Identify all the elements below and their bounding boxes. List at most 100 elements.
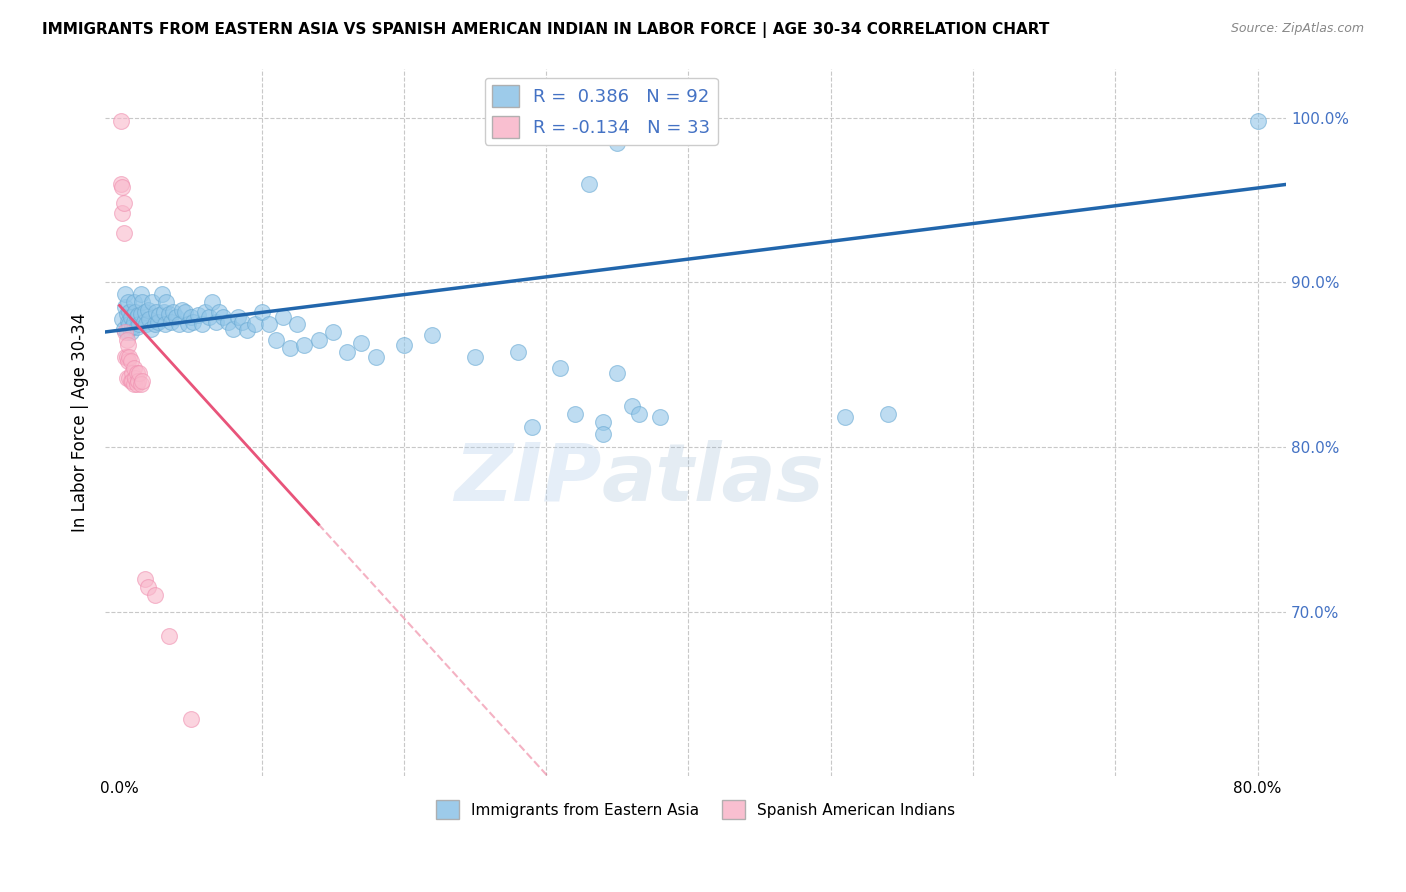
Point <box>173 305 195 319</box>
Point <box>112 321 135 335</box>
Point <box>118 317 141 331</box>
Point <box>120 374 142 388</box>
Point <box>292 338 315 352</box>
Point <box>152 305 174 319</box>
Point <box>145 305 167 319</box>
Point <box>141 295 163 310</box>
Point <box>128 366 150 380</box>
Point <box>139 321 162 335</box>
Point <box>121 374 143 388</box>
Point <box>155 295 177 310</box>
Point <box>131 295 153 310</box>
Point <box>464 350 486 364</box>
Point <box>111 206 134 220</box>
Point <box>834 410 856 425</box>
Point <box>136 303 159 318</box>
Point <box>143 588 166 602</box>
Point <box>125 310 148 324</box>
Point <box>115 325 138 339</box>
Point <box>153 317 176 331</box>
Point <box>135 317 157 331</box>
Point <box>187 309 209 323</box>
Point <box>129 377 152 392</box>
Point <box>120 325 142 339</box>
Point <box>170 303 193 318</box>
Point <box>350 336 373 351</box>
Point <box>112 196 135 211</box>
Point <box>117 354 139 368</box>
Point <box>148 309 170 323</box>
Point <box>111 311 134 326</box>
Point <box>285 317 308 331</box>
Y-axis label: In Labor Force | Age 30-34: In Labor Force | Age 30-34 <box>72 313 89 532</box>
Point <box>114 350 136 364</box>
Point <box>336 344 359 359</box>
Point <box>127 309 149 323</box>
Point <box>648 410 671 425</box>
Point <box>620 399 643 413</box>
Point <box>167 317 190 331</box>
Point <box>308 333 330 347</box>
Point <box>117 295 139 310</box>
Point <box>322 325 344 339</box>
Point <box>114 300 136 314</box>
Point <box>392 338 415 352</box>
Point <box>606 136 628 150</box>
Point <box>564 407 586 421</box>
Point <box>122 361 145 376</box>
Point <box>138 311 160 326</box>
Point <box>131 374 153 388</box>
Point <box>1246 114 1268 128</box>
Point <box>226 310 249 324</box>
Point <box>165 310 187 324</box>
Point <box>217 315 239 329</box>
Point <box>592 426 614 441</box>
Point <box>115 307 138 321</box>
Point <box>876 407 898 421</box>
Point <box>122 295 145 310</box>
Point <box>122 377 145 392</box>
Point <box>125 377 148 392</box>
Point <box>177 317 200 331</box>
Point <box>520 420 543 434</box>
Point <box>212 310 235 324</box>
Point <box>159 315 181 329</box>
Point <box>180 310 202 324</box>
Text: Source: ZipAtlas.com: Source: ZipAtlas.com <box>1230 22 1364 36</box>
Point <box>129 287 152 301</box>
Point <box>422 328 444 343</box>
Point <box>117 315 139 329</box>
Point <box>132 315 155 329</box>
Point <box>112 226 135 240</box>
Point <box>125 366 148 380</box>
Point <box>118 350 141 364</box>
Point <box>191 317 214 331</box>
Point <box>120 354 142 368</box>
Point <box>114 287 136 301</box>
Point <box>180 712 202 726</box>
Point <box>162 305 184 319</box>
Point <box>143 317 166 331</box>
Text: ZIP: ZIP <box>454 440 602 518</box>
Point <box>115 350 138 364</box>
Point <box>236 323 259 337</box>
Point <box>205 315 228 329</box>
Point <box>115 371 138 385</box>
Point <box>118 305 141 319</box>
Point <box>506 344 529 359</box>
Point <box>157 629 180 643</box>
Point <box>271 310 294 324</box>
Point <box>208 305 231 319</box>
Text: atlas: atlas <box>602 440 824 518</box>
Point <box>257 317 280 331</box>
Point <box>128 317 150 331</box>
Point <box>122 315 145 329</box>
Text: IMMIGRANTS FROM EASTERN ASIA VS SPANISH AMERICAN INDIAN IN LABOR FORCE | AGE 30-: IMMIGRANTS FROM EASTERN ASIA VS SPANISH … <box>42 22 1049 38</box>
Point <box>157 307 180 321</box>
Point <box>117 338 139 352</box>
Point <box>183 315 205 329</box>
Point <box>231 315 253 329</box>
Point <box>124 305 146 319</box>
Point <box>194 305 217 319</box>
Point <box>120 310 142 324</box>
